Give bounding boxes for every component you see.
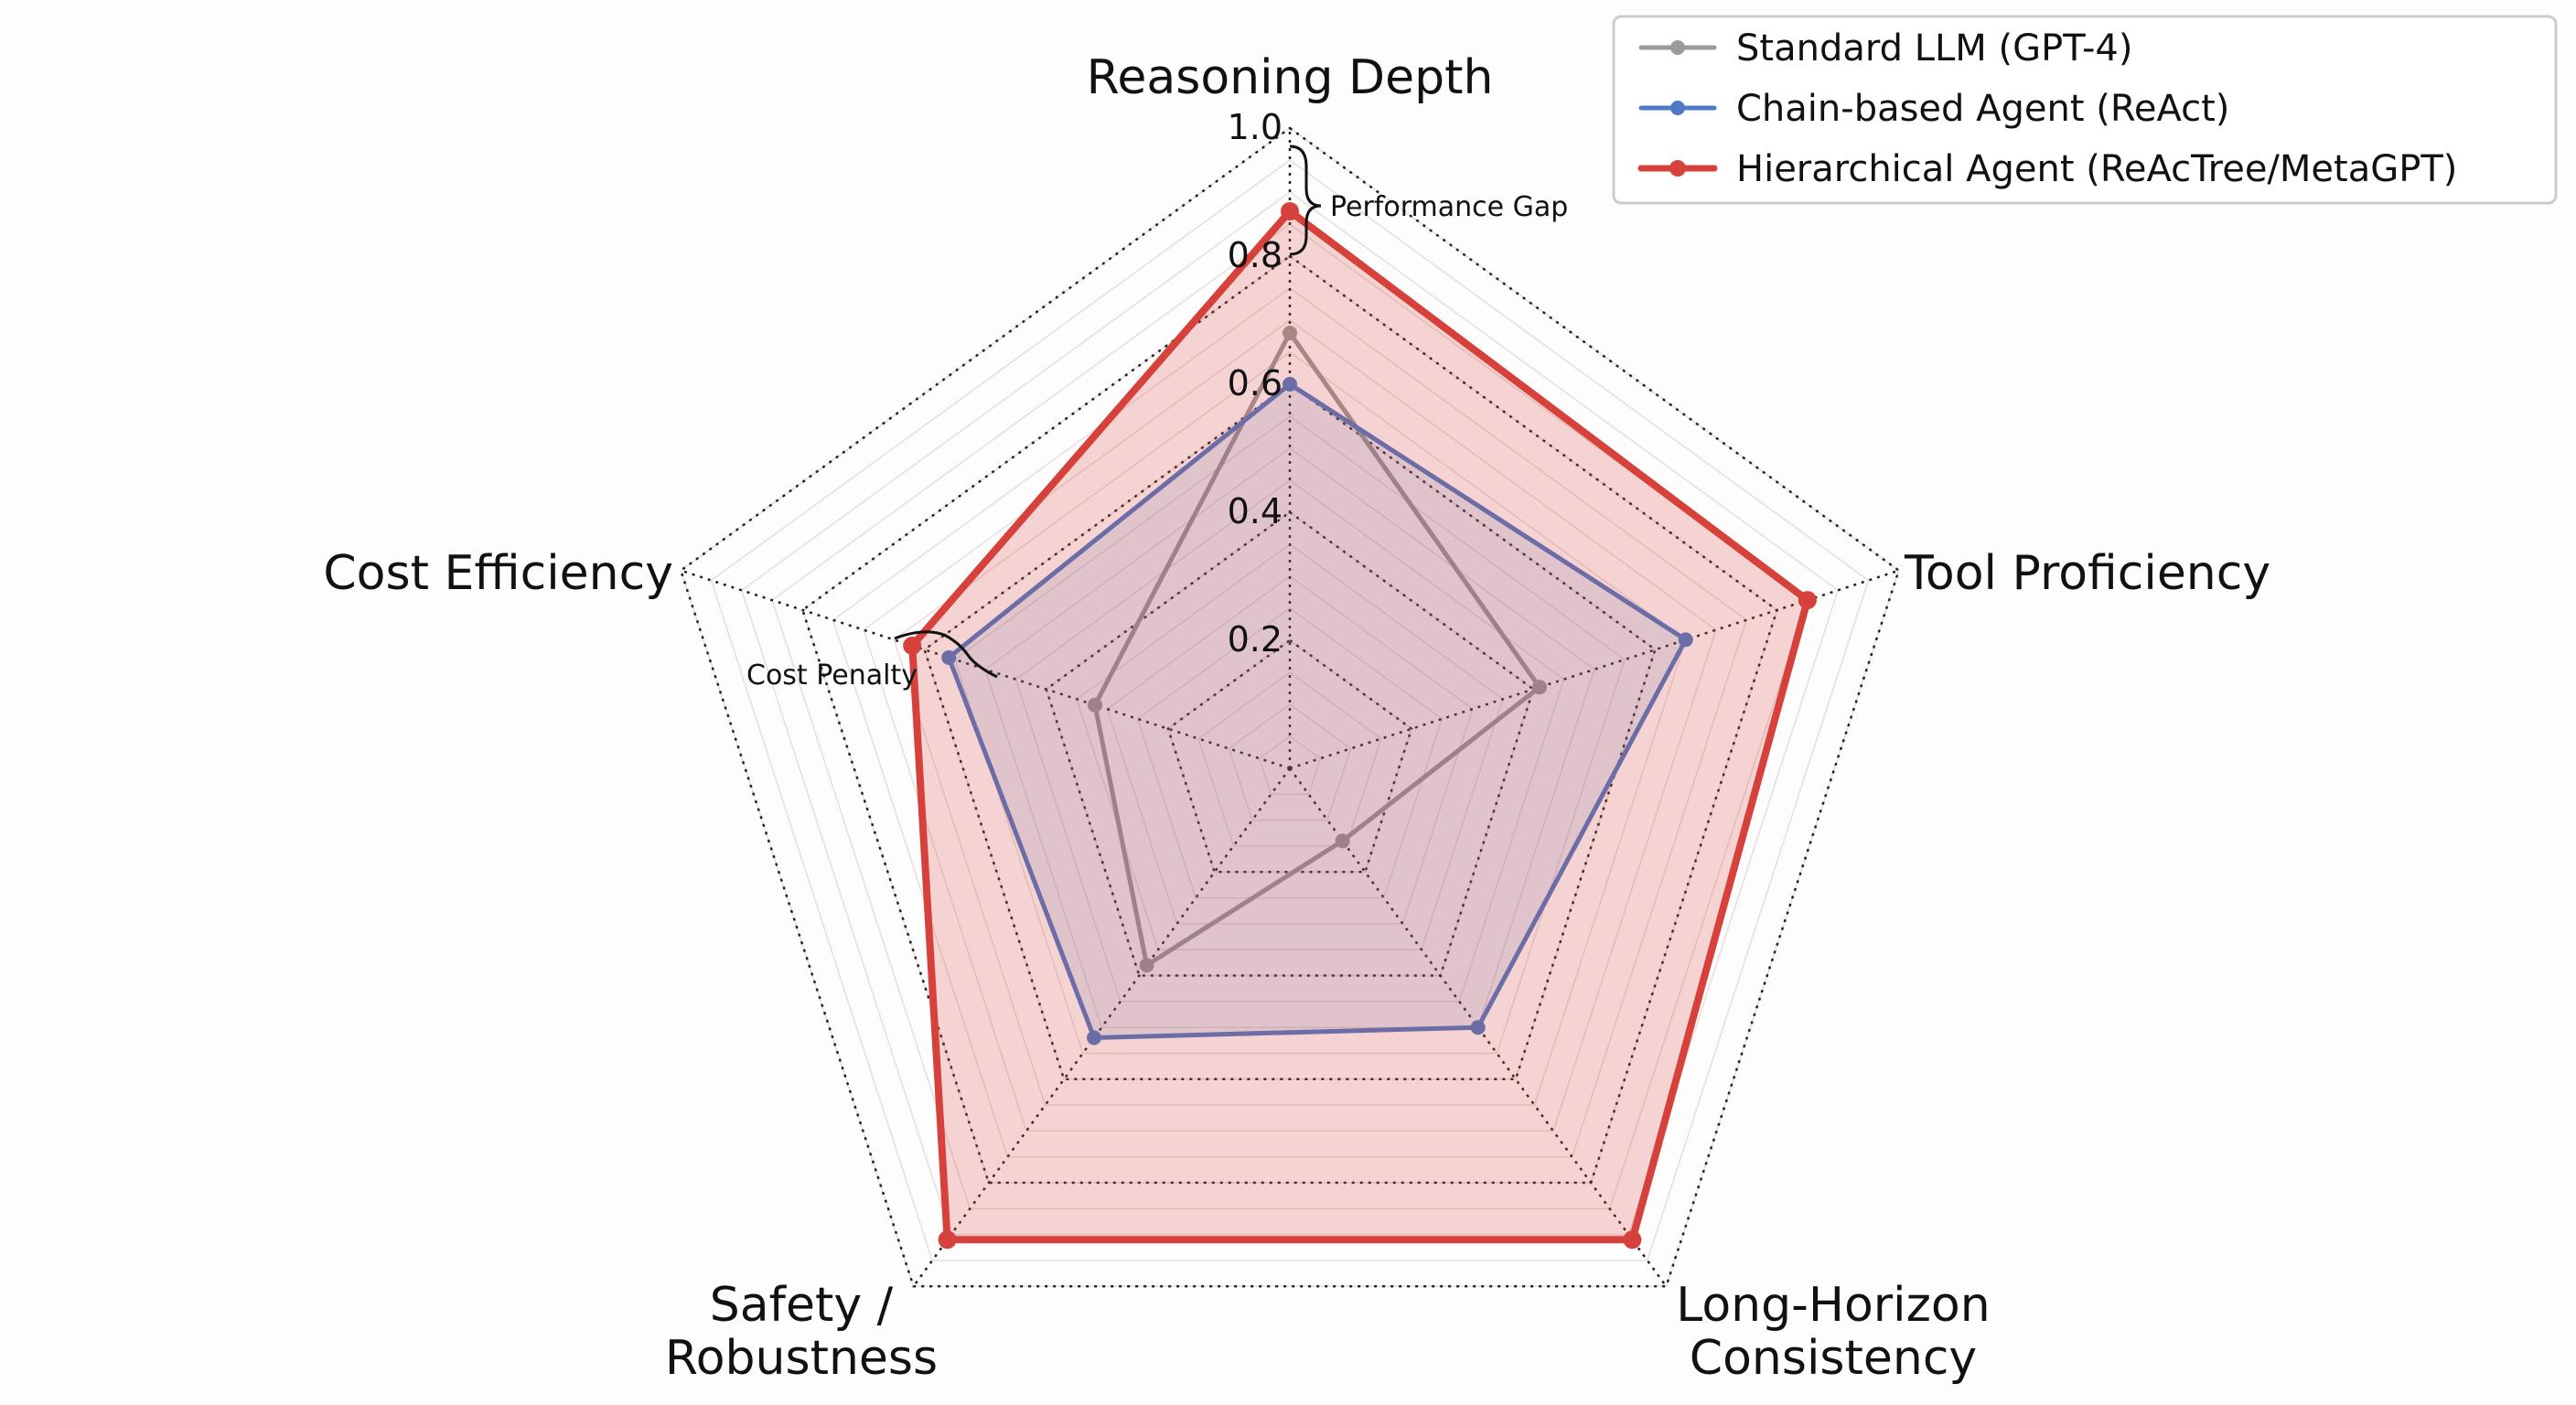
tick-label-0-4: 0.4 <box>1228 491 1283 531</box>
point-standard-llm-gpt-4-3 <box>1139 958 1154 973</box>
cost-penalty-label: Cost Penalty <box>746 660 918 692</box>
grid-fine-ring <box>863 319 1717 1132</box>
annotation-performance-gap: Performance Gap <box>1289 145 1568 256</box>
grid-fine-ring <box>740 191 1840 1236</box>
point-chain-based-agent-react-1 <box>1678 632 1693 648</box>
grid-fine-ring <box>1258 735 1322 796</box>
point-hierarchical-agent-reactree-metagpt-1 <box>1798 591 1817 610</box>
grid-ring-0-2 <box>1166 638 1413 874</box>
series-polygon-hierarchical-agent-reactree-metagpt <box>908 208 1811 1244</box>
point-chain-based-agent-react-4 <box>941 649 957 665</box>
grid-fine-ring <box>1197 671 1382 847</box>
point-standard-llm-gpt-4-0 <box>1283 326 1297 340</box>
axis-label-tool-proficiency: Tool Proficiency <box>1904 546 2270 601</box>
performance-gap-brace <box>1289 145 1322 256</box>
grid-ring-1-0 <box>679 126 1901 1288</box>
grid-fine-ring <box>1014 479 1565 1003</box>
legend-label-chain-agent: Chain-based Agent (ReAct) <box>1736 88 2229 130</box>
grid-fine-ring <box>984 447 1595 1028</box>
axis-labels: Reasoning Depth Tool Proficiency Long-Hori… <box>323 50 2270 1386</box>
legend-frame <box>1612 15 2558 205</box>
point-chain-based-agent-react-0 <box>1283 377 1297 391</box>
annotation-cost-penalty: Cost Penalty <box>746 630 998 692</box>
legend-marker-standard-llm <box>1670 40 1685 55</box>
series-hierarchical-agent-reactree-metagpt <box>903 202 1817 1249</box>
radar-series <box>903 202 1817 1249</box>
point-standard-llm-gpt-4-2 <box>1335 833 1350 849</box>
grid-fine-ring <box>1045 511 1535 977</box>
tick-label-0-6: 0.6 <box>1228 363 1283 403</box>
series-polygon-chain-based-agent-react <box>946 381 1689 1040</box>
point-hierarchical-agent-reactree-metagpt-4 <box>903 636 922 655</box>
axis-label-robustness: Robustness <box>665 1331 938 1386</box>
tick-label-1-0: 1.0 <box>1228 107 1283 147</box>
point-hierarchical-agent-reactree-metagpt-2 <box>1623 1230 1642 1249</box>
axis-label-safety: Safety / <box>710 1278 894 1333</box>
grid-fine-ring <box>832 287 1748 1158</box>
point-standard-llm-gpt-4-1 <box>1532 680 1547 695</box>
axis-label-cost-efficiency: Cost Efficiency <box>323 546 673 601</box>
grid-fine-ring <box>1106 575 1474 925</box>
grid-fine-ring <box>1228 703 1352 821</box>
grid-ring-0-6 <box>923 382 1657 1081</box>
legend-marker-hierarchical-agent <box>1669 160 1686 177</box>
legend-label-standard-llm: Standard LLM (GPT-4) <box>1736 27 2132 70</box>
series-polygon-standard-llm-gpt-4 <box>1092 330 1542 968</box>
point-hierarchical-agent-reactree-metagpt-3 <box>938 1230 957 1249</box>
point-chain-based-agent-react-3 <box>1087 1030 1101 1046</box>
tick-label-0-2: 0.2 <box>1228 619 1283 660</box>
axis-label-long-horizon: Long-Horizon <box>1676 1278 1990 1333</box>
series-chain-based-agent-react <box>941 377 1693 1046</box>
point-standard-llm-gpt-4-4 <box>1088 697 1102 713</box>
axis-label-reasoning-depth: Reasoning Depth <box>1087 50 1494 105</box>
legend-label-hierarchical-agent: Hierarchical Agent (ReAcTree/MetaGPT) <box>1736 148 2457 190</box>
legend-marker-chain-agent <box>1670 101 1685 115</box>
radial-ticks: 0.2 0.4 0.6 0.8 1.0 <box>1228 107 1283 660</box>
series-standard-llm-gpt-4 <box>1088 326 1547 973</box>
point-chain-based-agent-react-2 <box>1470 1020 1486 1035</box>
performance-gap-label: Performance Gap <box>1330 191 1568 223</box>
grid-fine-ring <box>710 159 1870 1261</box>
cost-penalty-brace <box>894 630 998 679</box>
grid-fine-ring <box>1136 607 1444 899</box>
legend: Standard LLM (GPT-4) Chain-based Agent (… <box>1612 15 2558 205</box>
radar-grid <box>679 126 1901 1288</box>
tick-label-0-8: 0.8 <box>1228 235 1283 275</box>
point-hierarchical-agent-reactree-metagpt-0 <box>1281 202 1299 220</box>
axis-label-consistency: Consistency <box>1690 1331 1977 1386</box>
grid-fine-ring <box>801 255 1778 1184</box>
grid-fine-ring <box>953 415 1626 1055</box>
